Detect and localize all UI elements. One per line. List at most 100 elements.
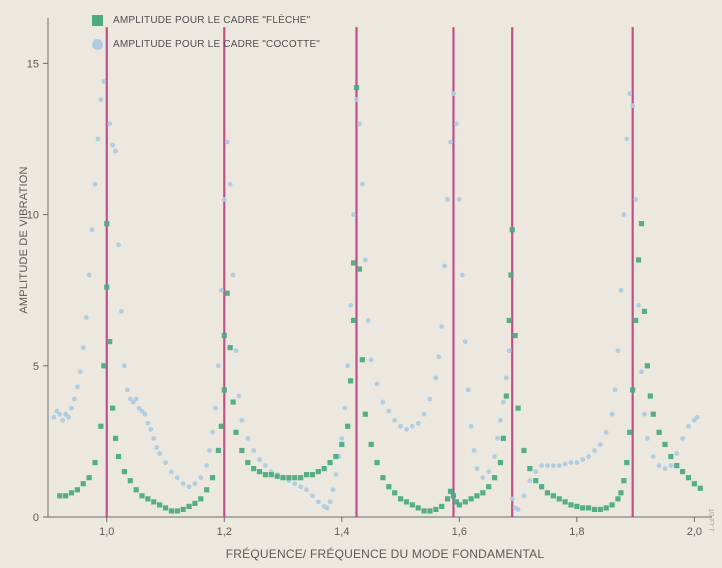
data-point-fleche [680,469,686,475]
legend-label-cocotte: AMPLITUDE POUR LE CADRE "COCOTTE" [113,38,321,50]
data-point-fleche [538,484,545,490]
data-point-fleche [403,499,410,505]
data-point-cocotte [186,484,192,490]
data-point-cocotte [60,417,66,423]
data-point-cocotte [609,411,615,417]
data-point-fleche [268,472,274,478]
data-point-fleche [515,405,521,411]
data-point-fleche [450,493,457,499]
data-point-fleche [101,363,107,369]
data-point-cocotte [694,414,700,420]
x-tick-label: 2,0 [687,526,702,538]
data-point-fleche [280,475,286,481]
data-point-fleche [174,508,180,514]
data-point-cocotte [448,139,453,145]
data-point-cocotte [539,463,544,468]
data-point-cocotte [148,426,154,432]
data-point-cocotte [642,411,647,417]
data-point-cocotte [453,121,459,127]
data-point-fleche [303,472,310,478]
data-point-fleche [92,459,98,466]
data-point-cocotte [72,396,77,402]
data-point-fleche [508,272,514,278]
series-fleche-group [57,84,703,514]
data-point-cocotte [174,475,180,481]
data-point-fleche [68,490,75,496]
data-point-cocotte [107,121,113,127]
data-point-fleche [139,493,145,499]
data-point-cocotte [527,478,533,484]
data-point-fleche [630,387,636,393]
data-point-cocotte [380,399,386,405]
data-point-cocotte [80,345,86,351]
tick-labels-group: 0 5 10 15 1,0 1,2 1,4 1,6 1,8 2,0 [27,58,702,538]
data-point-cocotte [662,466,668,472]
data-point-cocotte [327,499,333,505]
data-point-fleche [427,508,433,514]
data-point-fleche [621,478,627,484]
data-point-fleche [74,487,80,493]
data-point-fleche [63,493,69,499]
data-point-cocotte [624,136,630,142]
data-point-fleche [356,266,363,272]
data-point-cocotte [351,212,356,217]
data-point-fleche [57,493,63,499]
data-point-fleche [633,317,639,324]
resonance-lines-group [105,27,634,517]
data-point-fleche [368,441,374,448]
data-point-cocotte [57,411,63,417]
data-point-fleche [239,447,245,454]
data-point-cocotte [210,429,215,435]
data-point-cocotte [486,469,492,475]
data-point-cocotte [54,408,60,414]
data-point-fleche [221,387,227,393]
data-point-fleche [397,496,404,502]
data-point-fleche [157,502,163,508]
data-point-cocotte [627,91,633,97]
legend-label-fleche: AMPLITUDE POUR LE CADRE "FLÈCHE" [113,14,311,26]
x-tick-label: 1,4 [334,526,349,538]
data-point-fleche [392,490,398,496]
data-point-fleche [624,459,630,466]
data-point-fleche [315,469,321,475]
data-point-cocotte [304,487,309,493]
data-point-cocotte [207,448,212,453]
data-point-cocotte [498,417,503,423]
legend-item-cocotte: AMPLITUDE POUR LE CADRE "COCOTTE" [92,36,320,52]
data-point-cocotte [198,475,204,481]
data-point-cocotte [101,79,107,84]
data-point-fleche [162,505,169,511]
data-point-cocotte [480,475,486,481]
data-point-cocotte [592,448,597,453]
data-point-cocotte [345,363,351,369]
data-point-cocotte [562,461,568,467]
data-point-cocotte [130,399,136,405]
data-point-cocotte [633,197,639,202]
data-point-cocotte [227,181,233,187]
data-point-fleche [574,503,580,510]
data-point-cocotte [386,408,392,414]
data-point-fleche [362,411,368,417]
data-point-cocotte [119,308,124,314]
data-point-cocotte [533,469,539,475]
data-point-fleche [104,221,110,227]
data-point-fleche [509,227,515,233]
data-point-cocotte [680,435,686,441]
data-point-fleche [556,496,562,502]
data-point-cocotte [151,435,157,441]
data-point-fleche [415,505,421,511]
data-point-cocotte [77,369,83,375]
data-point-cocotte [89,227,95,233]
data-point-cocotte [545,463,550,468]
data-point-cocotte [145,420,151,426]
y-tick-label: 5 [33,361,39,373]
data-point-cocotte [83,315,89,320]
data-point-cocotte [310,493,315,499]
data-point-cocotte [506,348,512,354]
data-point-fleche [691,481,697,487]
data-point-fleche [500,435,506,441]
data-point-fleche [348,378,354,384]
data-point-cocotte [650,454,656,459]
data-point-fleche [656,429,662,435]
